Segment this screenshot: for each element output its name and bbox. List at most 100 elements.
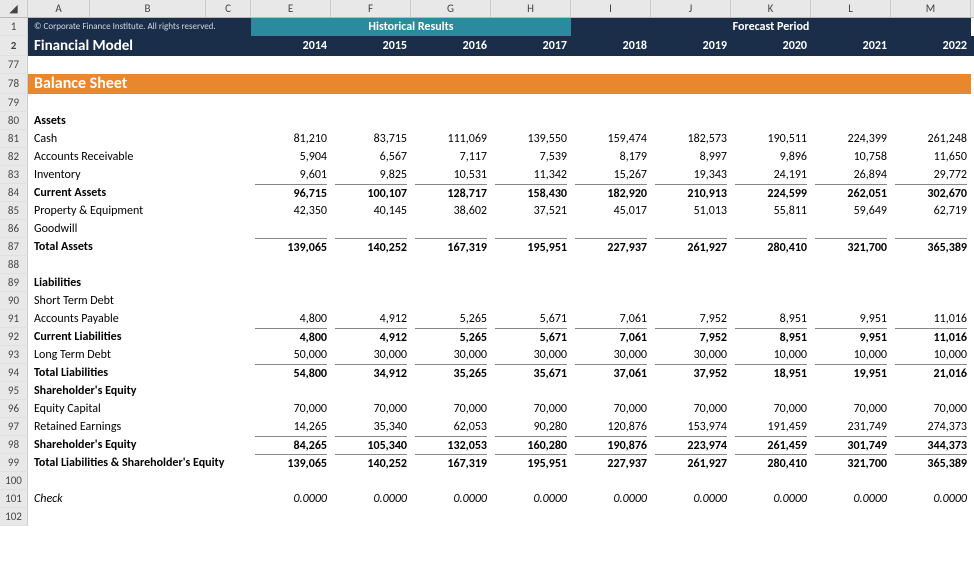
data-cell[interactable]: 195,951 <box>491 238 571 256</box>
data-cell[interactable]: 167,319 <box>411 238 491 256</box>
data-cell[interactable] <box>651 292 731 310</box>
data-cell[interactable]: 54,800 <box>251 364 331 382</box>
data-cell[interactable]: 365,389 <box>891 238 971 256</box>
data-cell[interactable] <box>891 56 971 74</box>
data-cell[interactable] <box>331 56 411 74</box>
data-cell[interactable]: 210,913 <box>651 184 731 202</box>
data-cell[interactable] <box>651 274 731 292</box>
data-cell[interactable]: 0.0000 <box>251 490 331 508</box>
data-cell[interactable]: 227,937 <box>571 238 651 256</box>
row-header[interactable]: 97 <box>0 418 28 436</box>
data-cell[interactable] <box>331 220 411 238</box>
data-cell[interactable]: 38,602 <box>411 202 491 220</box>
data-cell[interactable] <box>491 472 571 490</box>
data-cell[interactable]: 37,521 <box>491 202 571 220</box>
data-cell[interactable]: 35,265 <box>411 364 491 382</box>
data-cell[interactable] <box>731 94 811 112</box>
row-header[interactable]: 95 <box>0 382 28 400</box>
data-cell[interactable]: 30,000 <box>651 346 731 364</box>
data-cell[interactable]: 62,719 <box>891 202 971 220</box>
data-cell[interactable]: 7,061 <box>571 310 651 328</box>
data-cell[interactable]: 128,717 <box>411 184 491 202</box>
data-cell[interactable]: 4,912 <box>331 328 411 346</box>
data-cell[interactable]: 35,671 <box>491 364 571 382</box>
row-header[interactable]: 84 <box>0 184 28 202</box>
data-cell[interactable] <box>251 508 331 526</box>
data-cell[interactable] <box>251 56 331 74</box>
data-cell[interactable] <box>411 220 491 238</box>
data-cell[interactable]: 30,000 <box>571 346 651 364</box>
data-cell[interactable]: 8,179 <box>571 148 651 166</box>
col-header-f[interactable]: F <box>331 0 411 17</box>
data-cell[interactable] <box>491 292 571 310</box>
col-header-j[interactable]: J <box>651 0 731 17</box>
data-cell[interactable]: 4,800 <box>251 328 331 346</box>
data-cell[interactable] <box>811 256 891 274</box>
data-cell[interactable]: 5,671 <box>491 328 571 346</box>
row-header[interactable]: 94 <box>0 364 28 382</box>
data-cell[interactable] <box>411 274 491 292</box>
data-cell[interactable]: 0.0000 <box>331 490 411 508</box>
data-cell[interactable] <box>891 472 971 490</box>
data-cell[interactable]: 59,649 <box>811 202 891 220</box>
data-cell[interactable]: 11,016 <box>891 310 971 328</box>
data-cell[interactable] <box>651 112 731 130</box>
data-cell[interactable]: 111,069 <box>411 130 491 148</box>
data-cell[interactable] <box>491 220 571 238</box>
row-header[interactable]: 78 <box>0 74 28 94</box>
data-cell[interactable]: 34,912 <box>331 364 411 382</box>
data-cell[interactable] <box>651 508 731 526</box>
data-cell[interactable]: 70,000 <box>331 400 411 418</box>
data-cell[interactable]: 153,974 <box>651 418 731 436</box>
data-cell[interactable]: 301,749 <box>811 436 891 454</box>
row-header[interactable]: 81 <box>0 130 28 148</box>
data-cell[interactable] <box>571 472 651 490</box>
data-cell[interactable] <box>571 56 651 74</box>
col-header-m[interactable]: M <box>891 0 971 17</box>
data-cell[interactable]: 9,896 <box>731 148 811 166</box>
data-cell[interactable]: 10,758 <box>811 148 891 166</box>
row-header[interactable]: 92 <box>0 328 28 346</box>
data-cell[interactable]: 365,389 <box>891 454 971 472</box>
select-all-corner[interactable]: ◢ <box>0 0 28 17</box>
data-cell[interactable] <box>411 112 491 130</box>
data-cell[interactable]: 55,811 <box>731 202 811 220</box>
data-cell[interactable] <box>491 112 571 130</box>
data-cell[interactable]: 140,252 <box>331 238 411 256</box>
data-cell[interactable]: 37,952 <box>651 364 731 382</box>
row-header[interactable]: 90 <box>0 292 28 310</box>
data-cell[interactable]: 21,016 <box>891 364 971 382</box>
data-cell[interactable] <box>891 274 971 292</box>
data-cell[interactable] <box>651 472 731 490</box>
data-cell[interactable]: 167,319 <box>411 454 491 472</box>
data-cell[interactable]: 7,952 <box>651 310 731 328</box>
data-cell[interactable]: 9,601 <box>251 166 331 184</box>
data-cell[interactable]: 140,252 <box>331 454 411 472</box>
data-cell[interactable]: 7,539 <box>491 148 571 166</box>
data-cell[interactable] <box>251 382 331 400</box>
data-cell[interactable] <box>891 382 971 400</box>
data-cell[interactable] <box>571 220 651 238</box>
data-cell[interactable] <box>811 292 891 310</box>
row-header[interactable]: 93 <box>0 346 28 364</box>
data-cell[interactable]: 0.0000 <box>491 490 571 508</box>
data-cell[interactable]: 182,573 <box>651 130 731 148</box>
data-cell[interactable]: 96,715 <box>251 184 331 202</box>
data-cell[interactable]: 190,876 <box>571 436 651 454</box>
data-cell[interactable] <box>571 256 651 274</box>
row-header[interactable]: 101 <box>0 490 28 508</box>
data-cell[interactable]: 14,265 <box>251 418 331 436</box>
data-cell[interactable] <box>731 292 811 310</box>
data-cell[interactable]: 90,280 <box>491 418 571 436</box>
data-cell[interactable]: 51,013 <box>651 202 731 220</box>
data-cell[interactable] <box>331 472 411 490</box>
data-cell[interactable] <box>731 56 811 74</box>
col-header-l[interactable]: L <box>811 0 891 17</box>
data-cell[interactable]: 8,951 <box>731 310 811 328</box>
data-cell[interactable]: 11,650 <box>891 148 971 166</box>
data-cell[interactable]: 195,951 <box>491 454 571 472</box>
data-cell[interactable] <box>731 472 811 490</box>
row-header[interactable]: 2 <box>0 36 28 56</box>
data-cell[interactable]: 0.0000 <box>811 490 891 508</box>
data-cell[interactable]: 261,927 <box>651 454 731 472</box>
